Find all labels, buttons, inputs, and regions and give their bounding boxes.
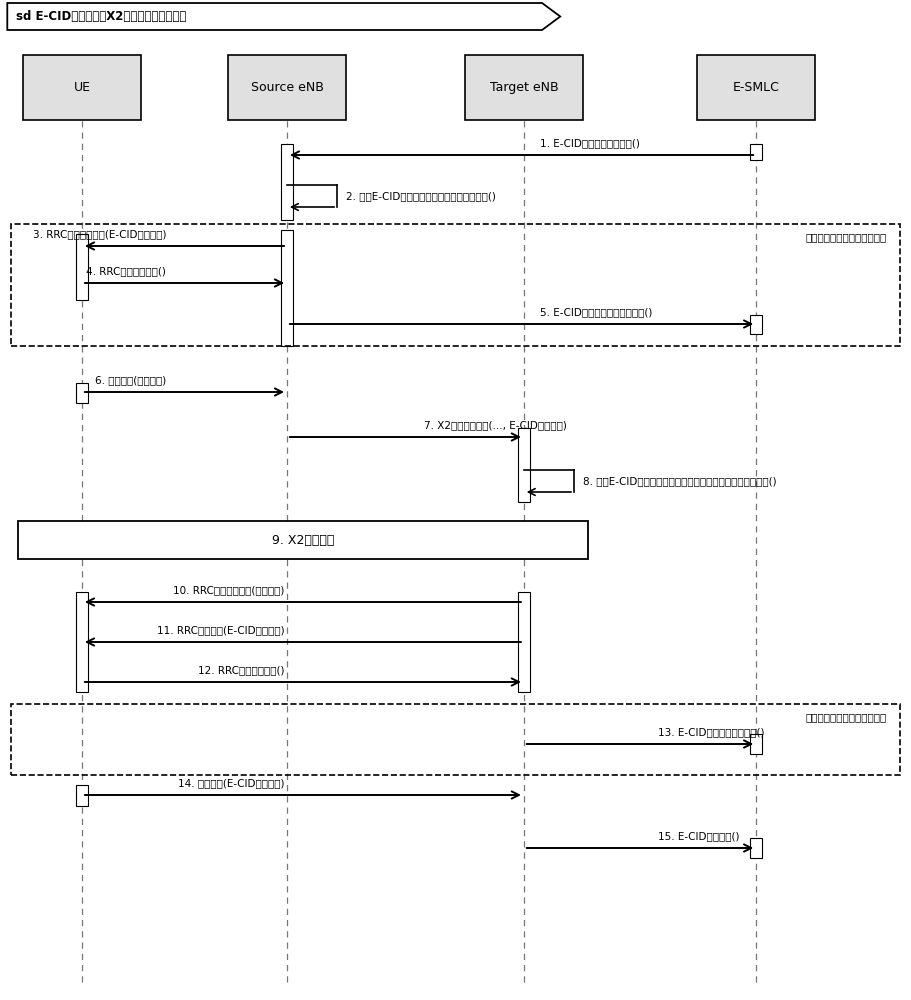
Bar xyxy=(76,383,87,403)
Bar xyxy=(228,55,346,120)
Text: 5. E-CID测量初始请求响应消息(): 5. E-CID测量初始请求响应消息() xyxy=(539,307,652,317)
Text: 1. E-CID测量初始请求消息(): 1. E-CID测量初始请求消息() xyxy=(539,138,640,148)
Text: 12. RRC重配完成消息(): 12. RRC重配完成消息() xyxy=(199,665,284,675)
Bar xyxy=(11,704,900,775)
Bar xyxy=(76,592,87,692)
Text: 4. RRC重配完成消息(): 4. RRC重配完成消息() xyxy=(87,266,167,276)
Text: 6. 测量报告(切换事件): 6. 测量报告(切换事件) xyxy=(95,375,167,385)
Text: UE: UE xyxy=(74,81,90,94)
Bar xyxy=(517,592,530,692)
Text: 8. 获取E-CID测量配置信息，保存在新建的用户设备上下文中(): 8. 获取E-CID测量配置信息，保存在新建的用户设备上下文中() xyxy=(583,476,777,486)
Bar xyxy=(517,428,530,502)
Text: 13. E-CID测量初始响应消息(): 13. E-CID测量初始响应消息() xyxy=(658,727,764,737)
Text: 7. X2切换请求消息(..., E-CID测量配置): 7. X2切换请求消息(..., E-CID测量配置) xyxy=(424,420,567,430)
Bar xyxy=(751,144,762,160)
Text: 本虚线框所示流程为可选流程: 本虚线框所示流程为可选流程 xyxy=(805,232,886,242)
Text: 3. RRC重配请求消息(E-CID测量配置): 3. RRC重配请求消息(E-CID测量配置) xyxy=(33,229,167,239)
Text: Source eNB: Source eNB xyxy=(251,81,323,94)
Bar xyxy=(281,144,293,220)
Bar xyxy=(11,224,900,346)
Bar xyxy=(76,234,87,300)
Text: 9. X2切换流程: 9. X2切换流程 xyxy=(271,534,334,546)
Text: 10. RRC重配完成消息(切换完成): 10. RRC重配完成消息(切换完成) xyxy=(173,585,284,595)
Bar xyxy=(751,315,762,334)
Bar xyxy=(18,521,588,559)
Text: 11. RRC重配消息(E-CID测量配置): 11. RRC重配消息(E-CID测量配置) xyxy=(157,625,284,635)
Polygon shape xyxy=(7,3,560,30)
Bar xyxy=(281,230,293,346)
Bar xyxy=(465,55,583,120)
Bar xyxy=(23,55,141,120)
Bar xyxy=(751,838,762,858)
Text: 15. E-CID测量报告(): 15. E-CID测量报告() xyxy=(658,831,740,841)
Text: Target eNB: Target eNB xyxy=(489,81,558,94)
Text: E-SMLC: E-SMLC xyxy=(732,81,780,94)
Text: 2. 保存E-CID测量配置参数到用户设备上下文(): 2. 保存E-CID测量配置参数到用户设备上下文() xyxy=(346,191,496,201)
Bar xyxy=(697,55,815,120)
Bar xyxy=(76,785,87,806)
Bar xyxy=(751,734,762,754)
Text: 本虚线框所示流程为可选流程: 本虚线框所示流程为可选流程 xyxy=(805,712,886,722)
Text: sd E-CID测量配置在X2切换启动前已经完成: sd E-CID测量配置在X2切换启动前已经完成 xyxy=(16,10,187,23)
Text: 14. 测量报告(E-CID测量结果): 14. 测量报告(E-CID测量结果) xyxy=(179,778,284,788)
